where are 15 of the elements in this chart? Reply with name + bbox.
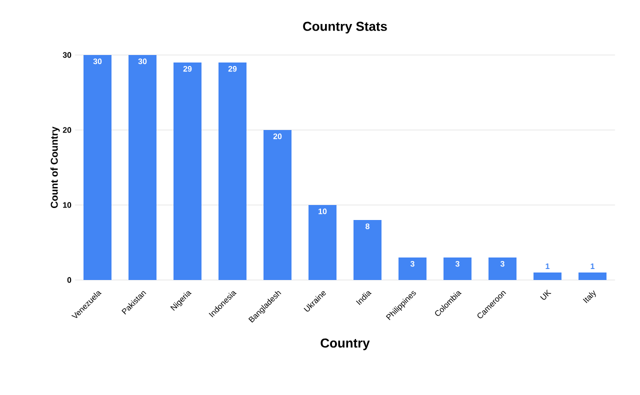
bar	[534, 272, 562, 280]
bar	[84, 54, 112, 280]
bar	[174, 62, 202, 280]
bar	[128, 54, 156, 280]
bar	[398, 258, 427, 280]
bar	[354, 220, 382, 280]
bar	[218, 62, 246, 280]
bar	[444, 258, 472, 280]
chart-title: Country Stats	[303, 22, 387, 34]
x-axis-title: Country	[320, 338, 370, 350]
bar	[308, 205, 337, 280]
y-axis-title: Count of Country	[50, 126, 60, 208]
bar	[264, 130, 292, 280]
bar	[488, 258, 517, 280]
bar	[578, 272, 607, 280]
